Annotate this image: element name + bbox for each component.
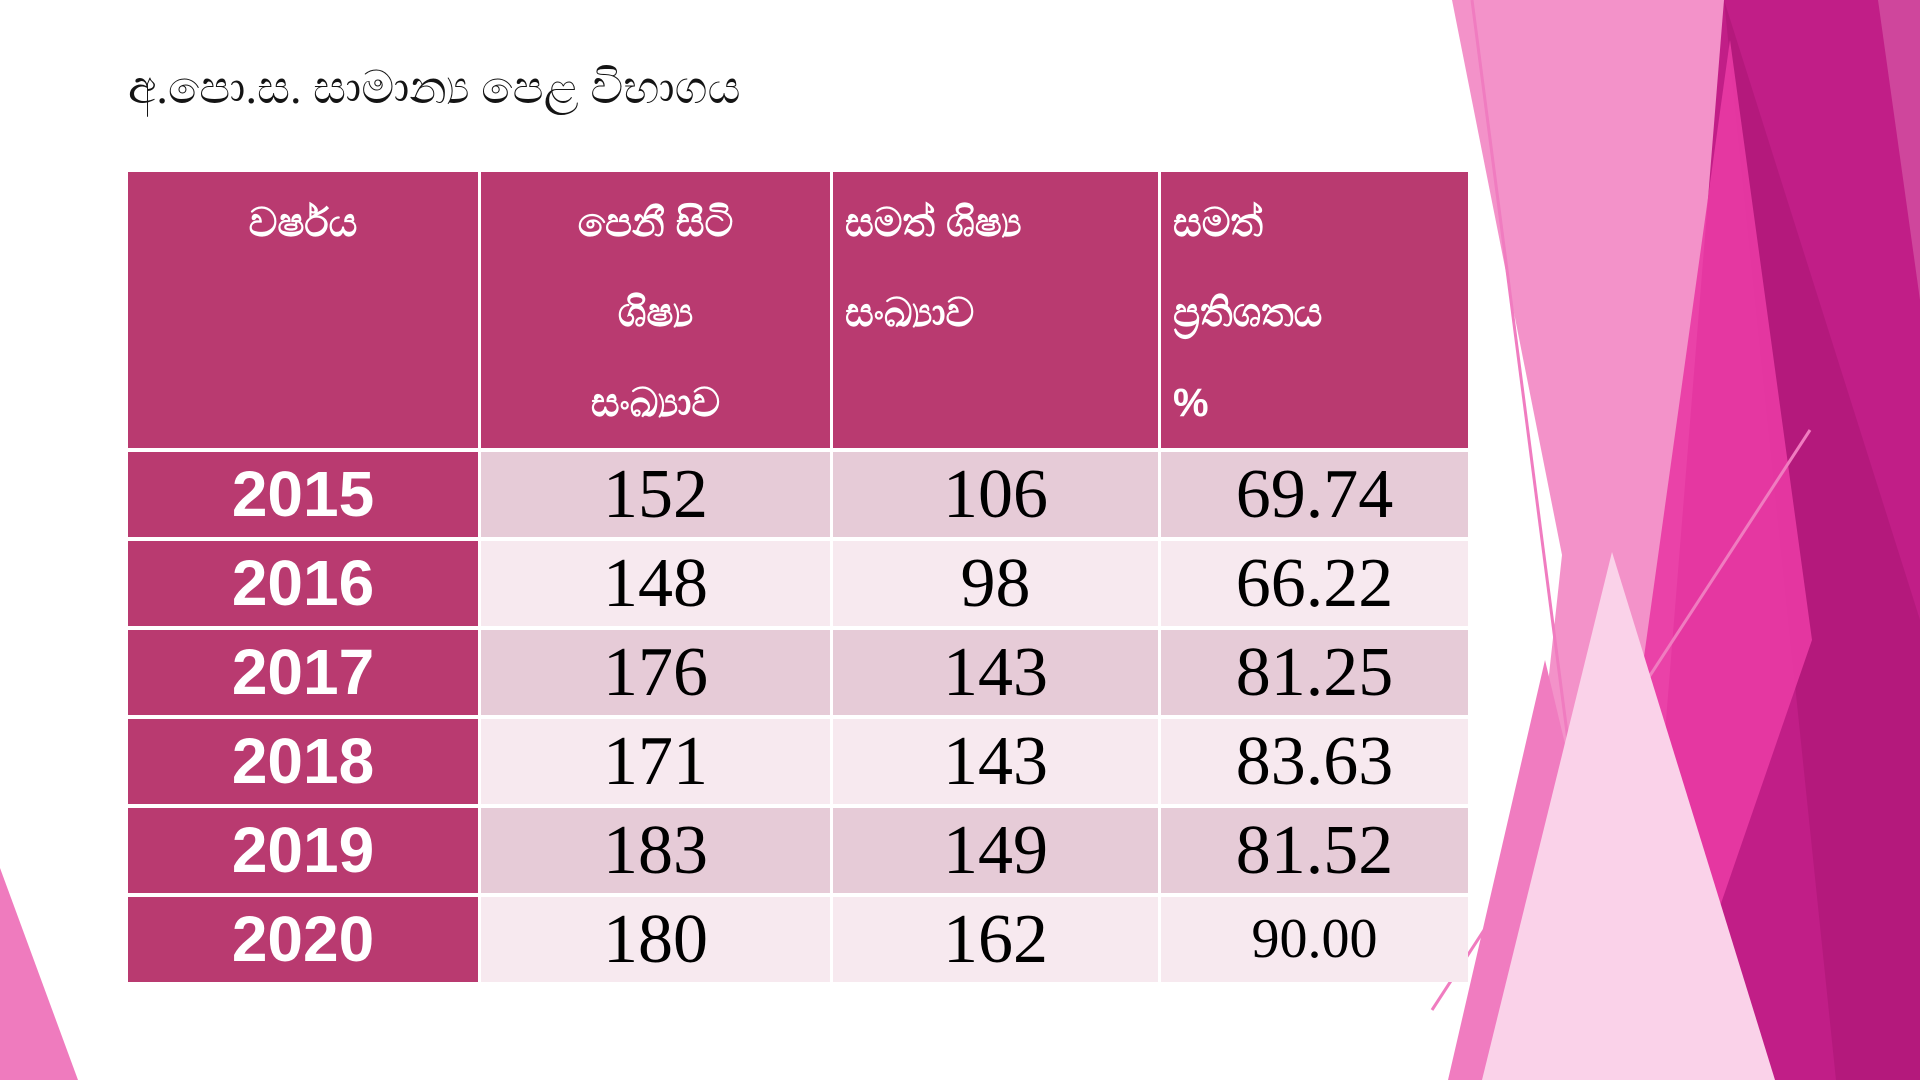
year-cell: 2019 [128,808,478,893]
deco-medium-wedge-shape [1448,660,1645,1080]
deco-bottom-left-wedge-shape [0,868,78,1080]
col-header-appeared: පෙනී සිටි ශිෂ්‍ය සංඛ්‍යාව [481,172,830,448]
deco-dark-band-shape [1637,0,1920,1080]
deco-light-wedge-shape [1482,552,1775,1080]
passed-cell: 149 [833,808,1158,893]
exam-results-table: වර්ෂය පෙනී සිටි ශිෂ්‍ය සංඛ්‍යාව සමත් ශිෂ… [128,172,1468,982]
percent-cell: 90.00 [1161,897,1468,982]
deco-corner-facet-shape [1878,0,1920,300]
deco-thin-line-2 [1430,429,1812,1011]
appeared-cell: 171 [481,719,830,804]
appeared-cell: 148 [481,541,830,626]
deco-thin-line-1 [1470,0,1614,1080]
percent-cell: 81.25 [1161,630,1468,715]
deco-vivid-streak-shape [1585,40,1812,1080]
passed-cell: 143 [833,719,1158,804]
year-cell: 2015 [128,452,478,537]
percent-cell: 83.63 [1161,719,1468,804]
appeared-cell: 176 [481,630,830,715]
passed-cell: 162 [833,897,1158,982]
page-title: අ.පො.ස. සාමාන්‍ය පෙළ විභාගය [128,62,741,113]
passed-cell: 143 [833,630,1158,715]
appeared-cell: 180 [481,897,830,982]
year-cell: 2016 [128,541,478,626]
passed-cell: 106 [833,452,1158,537]
appeared-cell: 183 [481,808,830,893]
col-header-percent: සමත් ප්‍රතිශතය % [1161,172,1468,448]
appeared-cell: 152 [481,452,830,537]
deco-light-band-shape [1448,0,1805,1080]
percent-cell: 81.52 [1161,808,1468,893]
percent-cell: 66.22 [1161,541,1468,626]
year-cell: 2018 [128,719,478,804]
deco-bright-shape [1448,0,1820,1080]
percent-cell: 69.74 [1161,452,1468,537]
year-cell: 2017 [128,630,478,715]
deco-dark-facet-shape [1724,0,1920,1080]
col-header-year: වර්ෂය [128,172,478,448]
col-header-passed: සමත් ශිෂ්‍ය සංඛ්‍යාව [833,172,1158,448]
year-cell: 2020 [128,897,478,982]
passed-cell: 98 [833,541,1158,626]
